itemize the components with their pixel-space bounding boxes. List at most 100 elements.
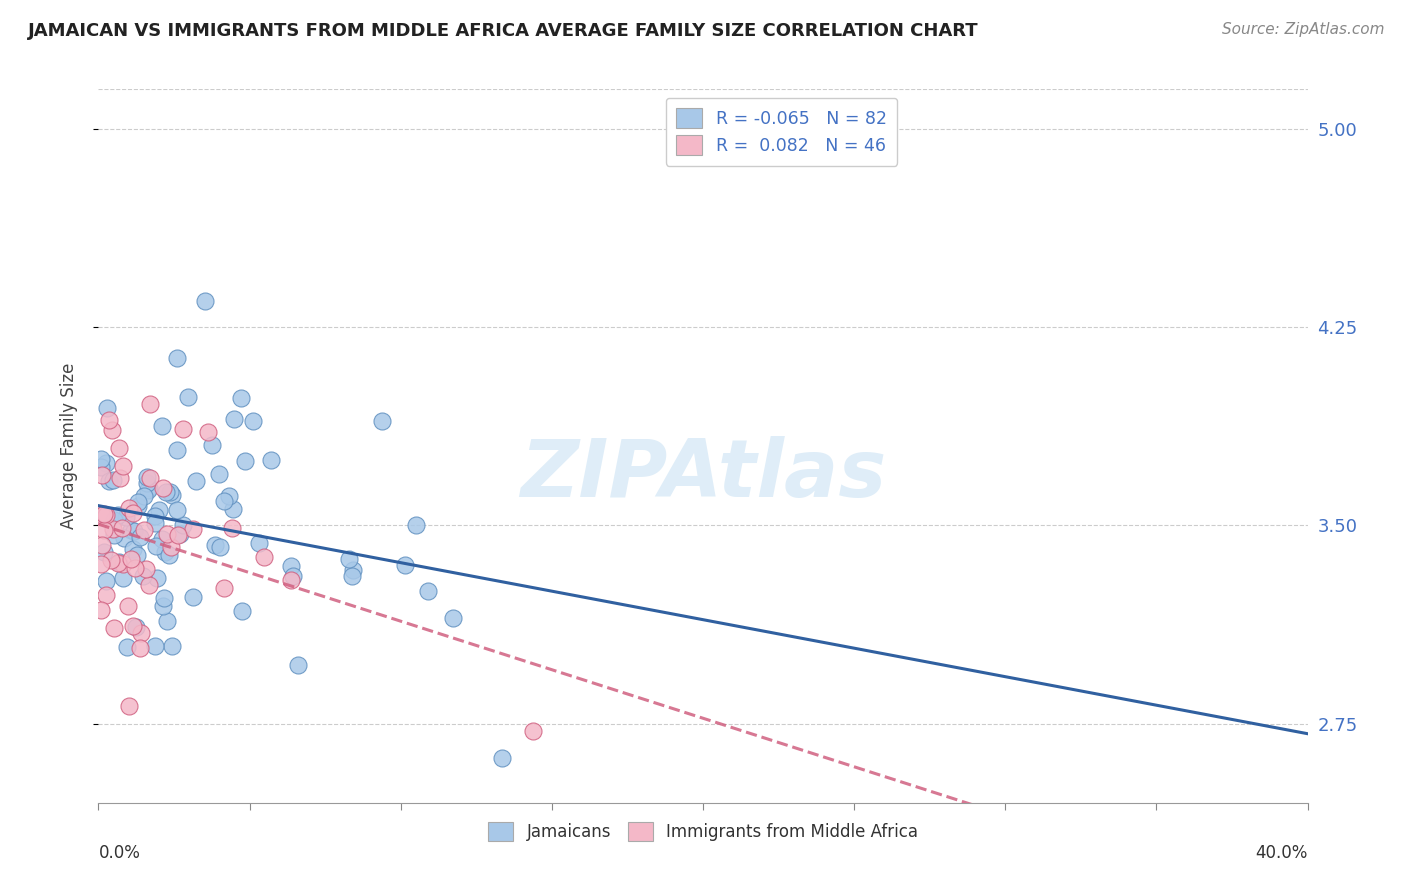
- Point: [231, 391, 253, 405]
- Point: [146, 571, 169, 585]
- Point: [124, 524, 146, 538]
- Point: [491, 751, 513, 765]
- Point: [115, 510, 138, 524]
- Point: [108, 471, 131, 485]
- Point: [183, 522, 205, 536]
- Point: [337, 551, 360, 566]
- Point: [405, 518, 427, 533]
- Point: [103, 528, 125, 542]
- Point: [129, 626, 152, 640]
- Point: [103, 622, 125, 636]
- Point: [136, 483, 159, 497]
- Point: [103, 513, 125, 527]
- Text: Source: ZipAtlas.com: Source: ZipAtlas.com: [1222, 22, 1385, 37]
- Point: [103, 522, 125, 536]
- Point: [194, 293, 217, 308]
- Point: [103, 473, 125, 487]
- Point: [287, 657, 309, 672]
- Point: [136, 470, 159, 484]
- Point: [522, 724, 544, 739]
- Point: [138, 578, 160, 592]
- Point: [120, 551, 142, 566]
- Text: JAMAICAN VS IMMIGRANTS FROM MIDDLE AFRICA AVERAGE FAMILY SIZE CORRELATION CHART: JAMAICAN VS IMMIGRANTS FROM MIDDLE AFRIC…: [28, 22, 979, 40]
- Point: [135, 475, 157, 490]
- Point: [208, 540, 231, 554]
- Point: [148, 503, 170, 517]
- Point: [90, 452, 112, 467]
- Point: [204, 538, 226, 552]
- Point: [283, 569, 305, 583]
- Point: [242, 414, 264, 428]
- Point: [96, 588, 118, 602]
- Point: [127, 548, 149, 562]
- Point: [91, 538, 114, 552]
- Point: [247, 536, 270, 550]
- Point: [166, 502, 188, 516]
- Point: [150, 418, 173, 433]
- Point: [96, 401, 118, 416]
- Point: [153, 545, 176, 559]
- Point: [233, 453, 256, 467]
- Point: [94, 508, 117, 523]
- Point: [94, 574, 117, 589]
- Point: [260, 453, 283, 467]
- Point: [183, 590, 205, 604]
- Point: [139, 471, 162, 485]
- Point: [221, 521, 243, 535]
- Y-axis label: Average Family Size: Average Family Size: [59, 363, 77, 529]
- Point: [125, 619, 148, 633]
- Point: [124, 561, 146, 575]
- Point: [107, 556, 129, 570]
- Point: [160, 488, 183, 502]
- Point: [90, 460, 112, 475]
- Point: [97, 412, 120, 426]
- Point: [166, 528, 188, 542]
- Point: [159, 484, 181, 499]
- Point: [441, 611, 464, 625]
- Point: [172, 517, 194, 532]
- Point: [93, 523, 115, 537]
- Point: [152, 599, 174, 614]
- Point: [208, 467, 231, 482]
- Point: [108, 441, 131, 455]
- Point: [118, 501, 141, 516]
- Point: [100, 553, 122, 567]
- Point: [107, 508, 129, 522]
- Point: [177, 390, 200, 404]
- Point: [143, 516, 166, 531]
- Point: [121, 524, 143, 538]
- Point: [201, 438, 224, 452]
- Point: [212, 581, 235, 595]
- Point: [340, 569, 363, 583]
- Point: [127, 495, 149, 509]
- Point: [111, 521, 134, 535]
- Point: [132, 569, 155, 583]
- Point: [117, 698, 139, 713]
- Point: [160, 639, 183, 653]
- Point: [111, 458, 134, 473]
- Point: [370, 414, 392, 428]
- Point: [150, 532, 173, 546]
- Point: [157, 549, 180, 563]
- Point: [166, 351, 188, 365]
- Point: [97, 474, 120, 488]
- Point: [166, 443, 188, 458]
- Point: [129, 641, 152, 656]
- Text: 0.0%: 0.0%: [98, 845, 141, 863]
- Point: [111, 557, 134, 571]
- Point: [280, 573, 302, 587]
- Point: [138, 397, 160, 411]
- Point: [222, 502, 245, 516]
- Point: [134, 524, 156, 538]
- Point: [153, 591, 176, 606]
- Point: [342, 563, 364, 577]
- Point: [112, 531, 135, 545]
- Point: [90, 603, 112, 617]
- Point: [145, 539, 167, 553]
- Point: [122, 506, 145, 520]
- Point: [93, 545, 115, 559]
- Point: [127, 499, 149, 513]
- Point: [172, 422, 194, 436]
- Point: [197, 425, 219, 440]
- Point: [156, 527, 179, 541]
